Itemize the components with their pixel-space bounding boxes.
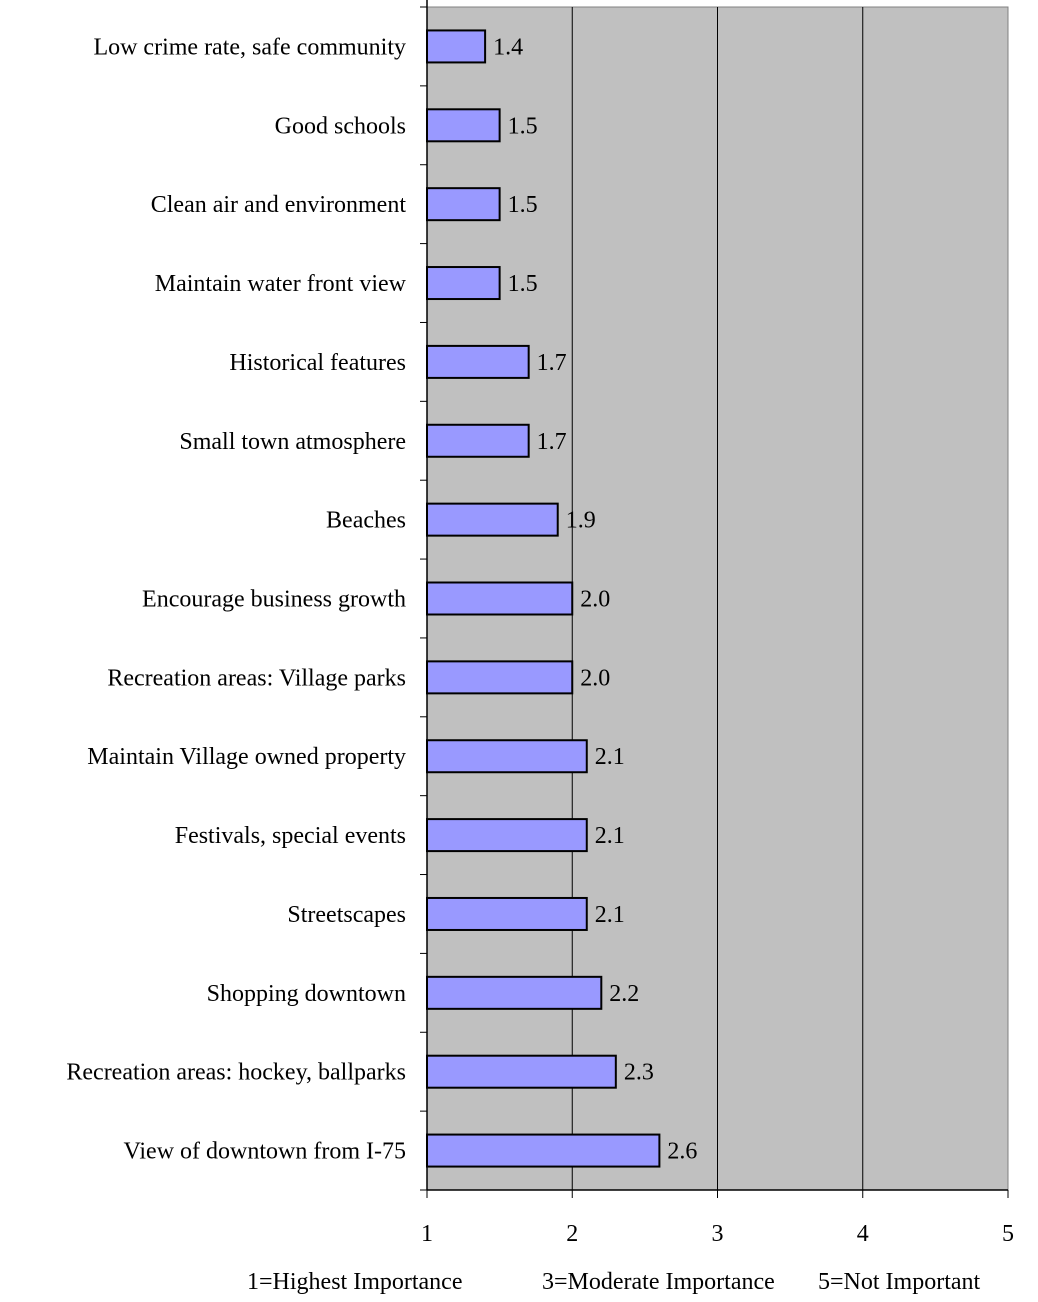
value-label: 2.3 (624, 1060, 654, 1086)
value-label: 1.5 (508, 271, 538, 297)
bar (426, 187, 501, 222)
category-label: View of downtown from I-75 (123, 1139, 406, 1165)
axes (420, 0, 1009, 1198)
category-label: Shopping downtown (207, 981, 406, 1007)
value-label: 2.1 (595, 902, 625, 928)
bar (426, 896, 588, 931)
category-labels: Low crime rate, safe community Good schoo… (66, 34, 406, 1164)
bar (426, 1133, 661, 1168)
bar (426, 581, 574, 616)
value-label: 1.7 (537, 429, 567, 455)
value-label: 1.5 (508, 192, 538, 218)
x-tick-label: 2 (566, 1221, 578, 1247)
bar (426, 266, 501, 301)
category-label: Small town atmosphere (179, 429, 406, 455)
value-label: 2.2 (609, 981, 639, 1007)
category-label: Maintain Village owned property (87, 744, 406, 770)
value-label: 1.4 (493, 34, 523, 60)
bar (426, 29, 487, 64)
x-tick-label: 1 (421, 1221, 433, 1247)
value-label: 2.0 (580, 665, 610, 691)
value-label: 1.9 (566, 508, 596, 534)
scale-note: 1=Highest Importance (247, 1269, 462, 1295)
value-labels: 1.4 1.5 1.5 1.5 1.7 1.7 1.9 2.0 2.0 2.1 2.1 2.1 2.2 2… (493, 34, 697, 1164)
category-label: Historical features (229, 350, 406, 376)
bar (426, 660, 574, 695)
bar (426, 739, 588, 774)
value-label: 2.0 (580, 587, 610, 613)
category-label: Good schools (275, 113, 406, 139)
bar (426, 502, 559, 537)
value-label: 2.1 (595, 823, 625, 849)
bar (426, 344, 530, 379)
bar-series (426, 29, 661, 1168)
scale-note: 5=Not Important (818, 1269, 981, 1295)
x-tick-labels: 1 2 3 4 5 (421, 1221, 1014, 1247)
bar (426, 108, 501, 143)
category-label: Recreation areas: hockey, ballparks (66, 1060, 406, 1086)
category-label: Beaches (326, 508, 406, 534)
value-label: 1.7 (537, 350, 567, 376)
scale-note: 3=Moderate Importance (542, 1269, 775, 1295)
value-label: 2.6 (667, 1139, 697, 1165)
category-label: Maintain water front view (155, 271, 407, 297)
category-label: Encourage business growth (142, 587, 406, 613)
bar (426, 423, 530, 458)
category-label: Streetscapes (287, 902, 406, 928)
bar (426, 1054, 617, 1089)
value-label: 2.1 (595, 744, 625, 770)
category-label: Clean air and environment (151, 192, 407, 218)
category-label: Recreation areas: Village parks (107, 665, 406, 691)
x-tick-label: 5 (1002, 1221, 1014, 1247)
x-tick-label: 3 (712, 1221, 724, 1247)
category-label: Low crime rate, safe community (93, 34, 406, 60)
scale-notes: 1=Highest Importance 3=Moderate Importanc… (247, 1269, 981, 1295)
bar (426, 975, 603, 1010)
bar (426, 818, 588, 853)
value-label: 1.5 (508, 113, 538, 139)
category-label: Festivals, special events (175, 823, 406, 849)
x-tick-label: 4 (857, 1221, 869, 1247)
